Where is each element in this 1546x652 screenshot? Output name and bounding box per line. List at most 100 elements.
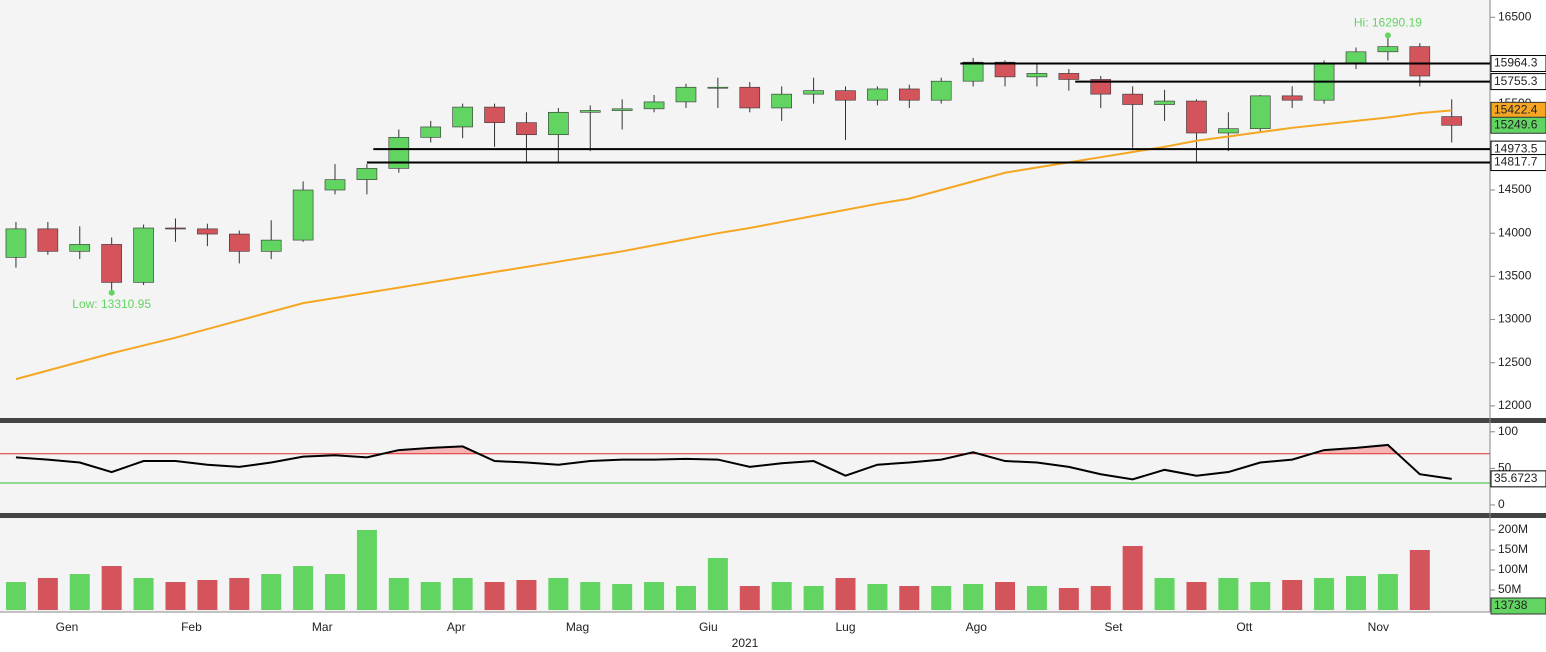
volume-bar bbox=[1218, 578, 1239, 610]
y-tick-label: 12500 bbox=[1498, 355, 1532, 369]
value-box bbox=[1490, 597, 1546, 615]
candle-body bbox=[1026, 73, 1048, 78]
volume-bar bbox=[1122, 546, 1143, 610]
y-tick-label: 14000 bbox=[1498, 225, 1532, 239]
x-tick-label: Giu bbox=[699, 620, 718, 634]
volume-bar bbox=[1377, 574, 1398, 610]
candle-body bbox=[1345, 51, 1367, 65]
volume-bar bbox=[867, 584, 888, 610]
y-tick-label: 100M bbox=[1498, 562, 1528, 576]
x-tick-label: Apr bbox=[447, 620, 466, 634]
y-tick-label: 12000 bbox=[1498, 398, 1532, 412]
candle-body bbox=[165, 227, 186, 230]
volume-bar bbox=[771, 582, 792, 610]
candle-body bbox=[803, 90, 824, 95]
volume-bar bbox=[325, 574, 346, 610]
y-tick-label: 16500 bbox=[1498, 9, 1532, 23]
value-label: 15422.4 bbox=[1494, 103, 1538, 117]
y-tick-label: 50M bbox=[1498, 582, 1521, 596]
candle-body bbox=[260, 239, 282, 252]
candle-body bbox=[962, 61, 984, 82]
volume-bar bbox=[612, 584, 633, 610]
volume-bar bbox=[293, 566, 314, 610]
y-tick-label: 100 bbox=[1498, 424, 1518, 438]
volume-bar bbox=[37, 578, 58, 610]
candle-body bbox=[228, 233, 250, 252]
volume-bar bbox=[739, 586, 760, 610]
candle-body bbox=[1090, 79, 1112, 95]
volume-bar bbox=[548, 578, 569, 610]
candle-body bbox=[707, 86, 729, 89]
candle-body bbox=[37, 228, 59, 252]
level-label: 15755.3 bbox=[1494, 74, 1538, 88]
volume-bar bbox=[1250, 582, 1271, 610]
volume-bar bbox=[675, 586, 696, 610]
candle-body bbox=[197, 228, 218, 235]
value-label: 15249.6 bbox=[1494, 117, 1538, 131]
candle-body bbox=[101, 244, 122, 283]
candle-body bbox=[1058, 73, 1080, 80]
volume-bar bbox=[963, 584, 984, 610]
separator bbox=[0, 418, 1546, 423]
y-tick-label: 0 bbox=[1498, 497, 1505, 511]
volume-bar bbox=[931, 586, 952, 610]
rsi-line bbox=[15, 443, 1452, 481]
y-tick-label: 150M bbox=[1498, 542, 1528, 556]
candle-body bbox=[1122, 93, 1143, 105]
low-marker bbox=[108, 289, 115, 296]
level-box bbox=[1490, 55, 1546, 73]
value-label: 35.6723 bbox=[1494, 471, 1538, 485]
candle-body bbox=[388, 137, 410, 169]
candle-body bbox=[1281, 95, 1303, 101]
volume-bar bbox=[580, 582, 601, 610]
candle-body bbox=[771, 93, 792, 109]
volume-bar bbox=[644, 582, 665, 610]
candle-body bbox=[5, 228, 27, 258]
volume-bar bbox=[420, 582, 441, 610]
candle-body bbox=[867, 88, 888, 101]
candle-body bbox=[133, 227, 154, 283]
volume-bar bbox=[707, 558, 728, 610]
value-box bbox=[1490, 116, 1546, 134]
candle-body bbox=[579, 110, 601, 113]
x-tick-label: Mag bbox=[566, 620, 589, 634]
candle-body bbox=[835, 90, 856, 101]
candle-body bbox=[452, 106, 473, 128]
volume-bar bbox=[995, 582, 1016, 610]
x-axis-label: 2021 bbox=[732, 636, 759, 650]
moving-average bbox=[15, 109, 1452, 381]
volume-bar bbox=[484, 582, 505, 610]
candle-body bbox=[1409, 46, 1431, 77]
volume-bar bbox=[1282, 580, 1303, 610]
volume-bar bbox=[1058, 588, 1079, 610]
volume-bar bbox=[197, 580, 218, 610]
volume-bar bbox=[261, 574, 282, 610]
candle-body bbox=[899, 88, 920, 101]
volume-bar bbox=[133, 578, 154, 610]
y-tick-label: 13000 bbox=[1498, 312, 1532, 326]
price-panel bbox=[0, 0, 1490, 418]
separator bbox=[0, 513, 1546, 518]
low-annotation: Low: 13310.95 bbox=[72, 297, 151, 311]
candle-body bbox=[484, 106, 505, 123]
candle-body bbox=[292, 189, 314, 241]
volume-bar bbox=[835, 578, 856, 610]
candle-body bbox=[1377, 46, 1399, 53]
candle-body bbox=[548, 111, 569, 136]
candle-body bbox=[643, 101, 665, 110]
value-label: 13738 bbox=[1494, 598, 1528, 612]
level-label: 15964.3 bbox=[1494, 56, 1538, 70]
volume-bar bbox=[101, 566, 122, 610]
candle-body bbox=[611, 108, 633, 111]
candle-body bbox=[1186, 100, 1207, 134]
candle-body bbox=[930, 80, 952, 101]
volume-bar bbox=[165, 582, 186, 610]
volume-bar bbox=[452, 578, 473, 610]
x-tick-label: Lug bbox=[835, 620, 855, 634]
candle-body bbox=[1154, 100, 1175, 105]
candle-body bbox=[356, 168, 378, 180]
volume-bar bbox=[803, 586, 824, 610]
volume-bar bbox=[1154, 578, 1175, 610]
volume-bar bbox=[1186, 582, 1207, 610]
candle-body bbox=[1218, 128, 1239, 134]
